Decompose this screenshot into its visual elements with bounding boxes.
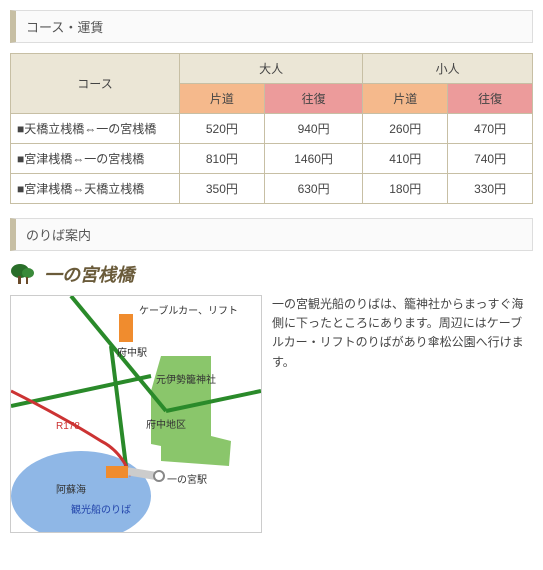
map-label-sea: 阿蘇海 xyxy=(56,481,86,496)
table-row: ■宮津桟橋⇔一の宮桟橋 810円 1460円 410円 740円 xyxy=(11,144,533,174)
map-label-cablecar: ケーブルカー、リフト xyxy=(139,302,238,317)
place-description: 一の宮観光船のりばは、籠神社からまっすぐ海側に下ったところにあります。周辺にはケ… xyxy=(272,295,533,372)
table-row: ■宮津桟橋⇔天橋立桟橋 350円 630円 180円 330円 xyxy=(11,174,533,204)
price-cell: 410円 xyxy=(363,144,448,174)
map-label-district: 府中地区 xyxy=(146,416,186,431)
price-cell: 470円 xyxy=(448,114,533,144)
price-cell: 810円 xyxy=(180,144,265,174)
col-child: 小人 xyxy=(363,54,533,84)
route-cell: ■宮津桟橋⇔天橋立桟橋 xyxy=(11,174,180,204)
map: ケーブルカー、リフト 府中駅 元伊勢籠神社 府中地区 R178 阿蘇海 観光船の… xyxy=(10,295,262,533)
table-row: ■天橋立桟橋⇔一の宮桟橋 520円 940円 260円 470円 xyxy=(11,114,533,144)
col-adult-oneway: 片道 xyxy=(180,84,265,114)
price-cell: 180円 xyxy=(363,174,448,204)
price-cell: 940円 xyxy=(264,114,363,144)
map-label-fuchu: 府中駅 xyxy=(117,344,147,359)
fare-table: コース 大人 小人 片道 往復 片道 往復 ■天橋立桟橋⇔一の宮桟橋 520円 … xyxy=(10,53,533,204)
col-child-oneway: 片道 xyxy=(363,84,448,114)
col-adult-round: 往復 xyxy=(264,84,363,114)
route-cell: ■天橋立桟橋⇔一の宮桟橋 xyxy=(11,114,180,144)
col-child-round: 往復 xyxy=(448,84,533,114)
price-cell: 630円 xyxy=(264,174,363,204)
price-cell: 330円 xyxy=(448,174,533,204)
route-cell: ■宮津桟橋⇔一の宮桟橋 xyxy=(11,144,180,174)
fare-section-header: コース・運賃 xyxy=(10,10,533,43)
price-cell: 520円 xyxy=(180,114,265,144)
price-cell: 350円 xyxy=(180,174,265,204)
place-name: 一の宮桟橋 xyxy=(44,261,134,287)
map-label-pier: 観光船のりば xyxy=(71,501,131,516)
col-adult: 大人 xyxy=(180,54,363,84)
price-cell: 740円 xyxy=(448,144,533,174)
price-cell: 260円 xyxy=(363,114,448,144)
map-label-shrine: 元伊勢籠神社 xyxy=(156,371,216,386)
tree-icon xyxy=(10,262,38,286)
col-course: コース xyxy=(11,54,180,114)
map-label-ichinomiya: 一の宮駅 xyxy=(167,471,207,486)
guide-section-header: のりば案内 xyxy=(10,218,533,251)
place-title: 一の宮桟橋 xyxy=(10,261,533,287)
map-label-route: R178 xyxy=(56,421,80,432)
price-cell: 1460円 xyxy=(264,144,363,174)
